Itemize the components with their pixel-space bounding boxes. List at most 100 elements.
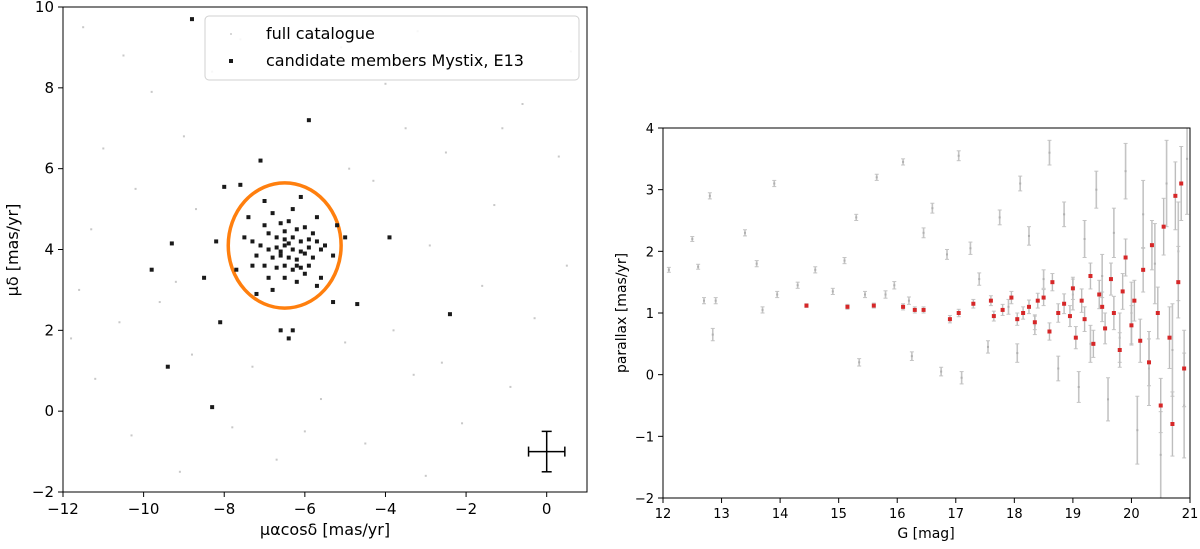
catalogue-parallax-point — [940, 370, 943, 373]
catalogue-parallax-point — [1083, 238, 1086, 240]
x-tick-label: −10 — [128, 500, 160, 518]
member-parallax-point — [1108, 277, 1113, 282]
candidate-member-point — [234, 267, 239, 272]
catalogue-parallax-point — [708, 194, 711, 197]
member-parallax-point — [1097, 292, 1102, 297]
member-parallax-point — [1147, 360, 1152, 365]
member-parallax-point — [1073, 335, 1078, 340]
catalogue-parallax-point — [1186, 157, 1189, 160]
member-parallax-point — [1111, 311, 1116, 315]
legend-marker-full-catalogue — [230, 33, 232, 35]
candidate-member-point — [290, 235, 295, 240]
catalogue-point — [319, 398, 322, 401]
member-parallax-point — [1079, 298, 1084, 303]
catalogue-point — [364, 442, 367, 445]
catalogue-parallax-point — [858, 361, 861, 364]
catalogue-point — [303, 430, 306, 433]
cluster-ellipse — [226, 181, 343, 310]
catalogue-parallax-point — [796, 284, 799, 287]
candidate-member-point — [270, 255, 275, 260]
catalogue-parallax-point — [1027, 234, 1030, 237]
candidate-member-point — [298, 194, 303, 199]
catalogue-parallax-point — [776, 293, 779, 296]
catalogue-parallax-point — [1171, 349, 1174, 351]
catalogue-point — [384, 82, 387, 85]
candidate-member-point — [294, 279, 299, 284]
member-parallax-point — [1015, 317, 1020, 322]
member-parallax-point — [912, 307, 917, 312]
catalogue-parallax-point — [1107, 398, 1110, 401]
candidate-member-point — [294, 263, 299, 268]
candidate-member-point — [306, 237, 311, 242]
candidate-member-point — [290, 207, 295, 212]
candidate-member-point — [149, 267, 154, 272]
member-parallax-point — [1062, 301, 1067, 306]
y-tick-label: −2 — [32, 483, 54, 501]
candidate-member-point — [278, 249, 283, 254]
catalogue-point — [70, 337, 73, 340]
y-tick-label: 0 — [44, 402, 54, 420]
candidate-member-point — [165, 364, 170, 369]
candidate-member-point — [242, 235, 247, 240]
candidate-member-point — [314, 239, 319, 244]
candidate-member-point — [282, 237, 287, 242]
member-parallax-point — [1026, 304, 1031, 309]
left-x-axis-ticks: −12 −10 −8 −6 −4 −2 0 — [47, 492, 551, 518]
catalogue-parallax-point — [945, 253, 948, 256]
catalogue-point — [122, 54, 125, 57]
catalogue-parallax-point — [910, 355, 913, 358]
catalogue-parallax-point — [702, 299, 705, 302]
membership-ellipse — [226, 181, 343, 310]
candidate-member-point — [218, 320, 223, 325]
y-tick-label: 1 — [646, 307, 654, 322]
member-parallax-point — [1067, 314, 1072, 319]
catalogue-parallax-point — [1048, 151, 1051, 154]
catalogue-point — [461, 422, 464, 425]
catalogue-parallax-point — [986, 345, 989, 348]
member-parallax-point — [1176, 280, 1181, 285]
catalogue-parallax-point — [864, 293, 867, 296]
candidate-member-point — [254, 253, 259, 258]
catalogue-point — [78, 288, 81, 291]
member-parallax-point — [1182, 366, 1187, 371]
left-x-axis-label: μαcosδ [mas/yr] — [260, 520, 390, 539]
member-parallax-point — [1050, 280, 1055, 285]
member-parallax-point — [1009, 295, 1014, 300]
right-x-axis-ticks: 12 13 14 15 16 17 18 19 20 21 — [655, 498, 1198, 522]
catalogue-point — [231, 426, 234, 429]
catalogue-parallax-point — [969, 247, 972, 250]
member-parallax-point — [1088, 274, 1093, 278]
candidate-member-point — [310, 231, 315, 236]
catalogue-parallax-point — [711, 333, 714, 336]
x-tick-label: 16 — [889, 507, 906, 522]
member-parallax-point — [1056, 311, 1061, 315]
candidate-member-point — [282, 229, 287, 234]
candidate-member-point — [302, 225, 307, 230]
candidate-member-point — [278, 328, 283, 333]
right-y-axis-ticks: −2 −1 0 1 2 3 4 — [635, 122, 663, 507]
y-tick-label: 0 — [646, 369, 654, 384]
candidate-member-point — [331, 253, 336, 258]
catalogue-parallax-point — [1153, 262, 1156, 265]
catalogue-point — [533, 317, 536, 320]
member-parallax-point — [1021, 311, 1026, 315]
catalogue-point — [424, 474, 427, 477]
candidate-member-point — [355, 302, 360, 307]
catalogue-point — [130, 434, 133, 437]
member-parallax-point — [956, 311, 961, 315]
catalogue-parallax-point — [1063, 213, 1066, 216]
y-tick-label: −1 — [635, 430, 654, 445]
candidate-member-point — [286, 241, 291, 246]
x-tick-label: −6 — [294, 500, 316, 518]
x-tick-label: 14 — [772, 507, 789, 522]
candidate-member-point — [447, 312, 452, 317]
catalogue-point — [174, 280, 177, 283]
catalogue-point — [251, 365, 254, 368]
candidate-member-point — [282, 263, 287, 268]
catalogue-parallax-point — [1077, 386, 1080, 388]
catalogue-parallax-point — [875, 176, 878, 179]
catalogue-point — [344, 341, 347, 344]
catalogue-point — [82, 26, 85, 29]
candidate-member-point — [254, 291, 259, 296]
catalogue-point — [440, 361, 443, 364]
